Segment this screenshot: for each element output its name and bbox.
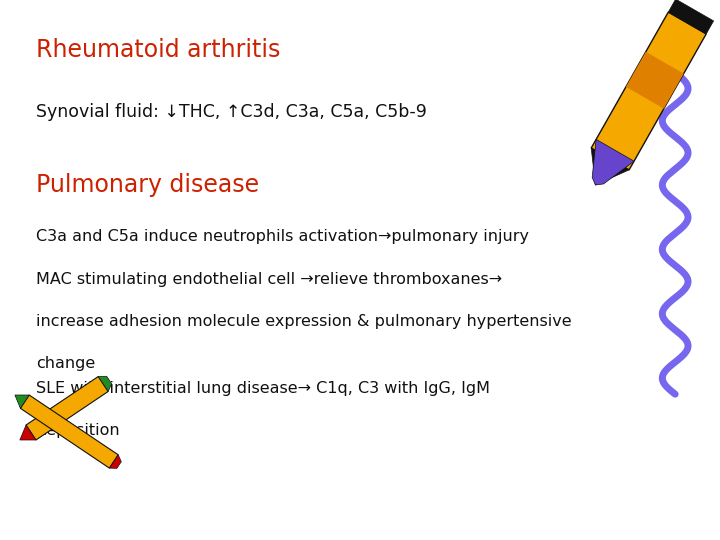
Polygon shape: [591, 12, 706, 170]
Polygon shape: [591, 148, 629, 185]
Polygon shape: [626, 52, 684, 109]
Polygon shape: [592, 139, 634, 185]
Text: Pulmonary disease: Pulmonary disease: [36, 173, 259, 197]
Text: deposition: deposition: [36, 423, 120, 438]
Text: C3a and C5a induce neutrophils activation→pulmonary injury: C3a and C5a induce neutrophils activatio…: [36, 230, 528, 245]
Polygon shape: [109, 455, 121, 468]
Text: increase adhesion molecule expression & pulmonary hypertensive: increase adhesion molecule expression & …: [36, 314, 572, 329]
Polygon shape: [26, 376, 108, 440]
Polygon shape: [20, 395, 118, 468]
Text: change: change: [36, 356, 95, 371]
Text: Synovial fluid: ↓THC, ↑C3d, C3a, C5a, C5b-9: Synovial fluid: ↓THC, ↑C3d, C3a, C5a, C5…: [36, 103, 426, 120]
Text: Rheumatoid arthritis: Rheumatoid arthritis: [36, 38, 280, 62]
Text: SLE with interstitial lung disease→ C1q, C3 with IgG, IgM: SLE with interstitial lung disease→ C1q,…: [36, 381, 490, 396]
Polygon shape: [668, 0, 714, 34]
Polygon shape: [20, 425, 36, 440]
Text: MAC stimulating endothelial cell →relieve thromboxanes→: MAC stimulating endothelial cell →reliev…: [36, 272, 502, 287]
Polygon shape: [15, 395, 30, 408]
Polygon shape: [98, 376, 112, 392]
